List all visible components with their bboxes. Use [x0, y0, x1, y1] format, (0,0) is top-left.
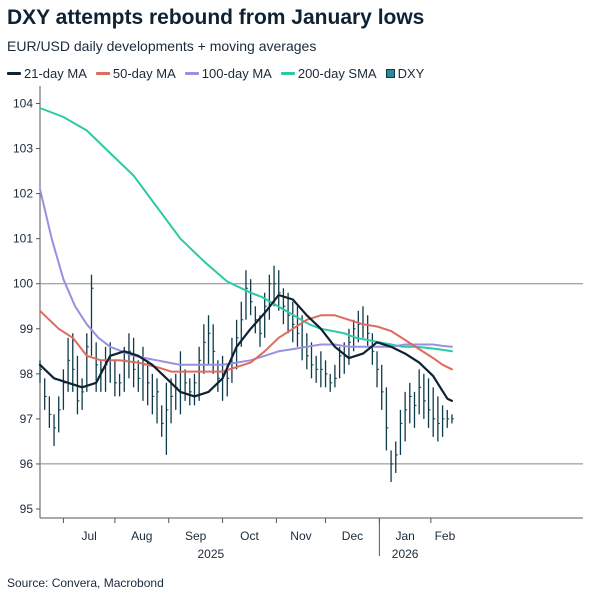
legend-swatch-ma100	[184, 72, 199, 75]
y-tick-label: 102	[13, 187, 33, 201]
y-tick-label: 95	[20, 502, 34, 516]
legend-label-ma21: 21-day MA	[24, 66, 87, 81]
y-tick-label: 100	[13, 277, 33, 291]
x-tick-label: Dec	[342, 529, 363, 543]
legend-swatch-dxy	[385, 69, 395, 78]
legend-swatch-sma200	[280, 72, 295, 75]
chart-subtitle: EUR/USD daily developments + moving aver…	[7, 38, 317, 54]
x-tick-label: Nov	[290, 529, 311, 543]
series-line-ma50	[39, 309, 453, 373]
legend-label-dxy: DXY	[397, 66, 425, 81]
legend-swatch-ma50	[95, 72, 110, 75]
y-tick-label: 103	[13, 142, 33, 156]
legend-item-dxy: DXY	[385, 66, 425, 81]
legend-item-ma21: 21-day MA	[7, 66, 87, 81]
x-tick-label: Sep	[185, 529, 207, 543]
y-tick-label: 97	[20, 412, 34, 426]
x-tick-label: Jan	[395, 529, 414, 543]
x-tick-label: Aug	[131, 529, 152, 543]
x-tick-label: Oct	[240, 529, 259, 543]
y-tick-label: 98	[20, 367, 34, 381]
year-label: 2026	[392, 547, 419, 561]
legend-label-ma100: 100-day MA	[201, 66, 272, 81]
series-line-ma21	[38, 293, 453, 402]
legend: 21-day MA 50-day MA 100-day MA 200-day S…	[7, 66, 433, 81]
legend-label-ma50: 50-day MA	[112, 66, 176, 81]
y-tick-label: 99	[20, 322, 34, 336]
y-tick-label: 101	[13, 232, 33, 246]
legend-item-ma50: 50-day MA	[95, 66, 176, 81]
source-note: Source: Convera, Macrobond	[7, 576, 164, 590]
y-tick-label: 96	[20, 457, 34, 471]
series-line-ma100	[39, 188, 453, 366]
x-tick-label: Feb	[435, 529, 456, 543]
year-label: 2025	[198, 547, 225, 561]
legend-item-sma200: 200-day SMA	[280, 66, 377, 81]
legend-label-sma200: 200-day SMA	[297, 66, 377, 81]
legend-swatch-ma21	[7, 72, 21, 75]
chart-title: DXY attempts rebound from January lows	[7, 6, 425, 29]
legend-item-ma100: 100-day MA	[184, 66, 272, 81]
x-tick-label: Jul	[81, 529, 96, 543]
y-tick-label: 104	[13, 97, 33, 111]
